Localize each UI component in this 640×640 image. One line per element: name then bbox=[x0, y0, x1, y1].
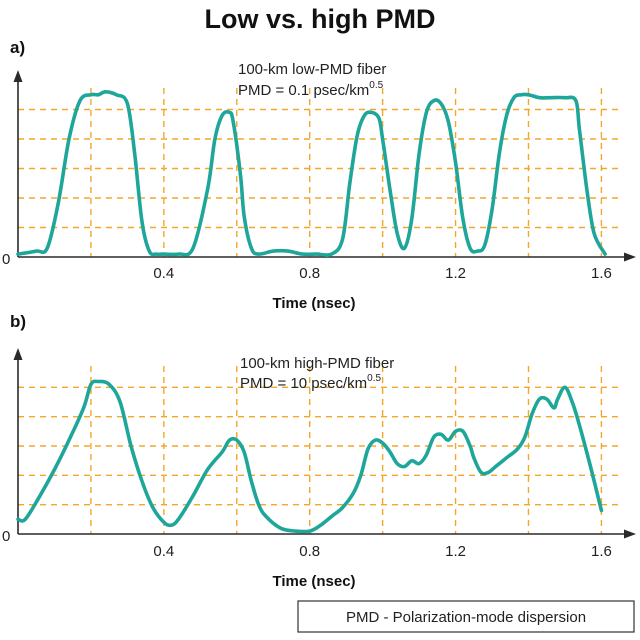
x-tick-label-b: 1.2 bbox=[445, 543, 466, 560]
annotation-main-b: PMD = 10 psec/km bbox=[240, 375, 367, 392]
annotation-line2-a: PMD = 0.1 psec/km0.5 bbox=[238, 80, 384, 99]
chart-panel-b: b) 0 0.4 0.8 1.2 1.6 Time (nsec) 100-km hig… bbox=[2, 312, 636, 590]
grid-a bbox=[18, 88, 620, 257]
figure-title: Low vs. high PMD bbox=[204, 4, 435, 34]
x-axis-arrow-b bbox=[624, 529, 636, 539]
x-tick-label-a: 1.6 bbox=[591, 265, 612, 282]
x-axis-label-b: Time (nsec) bbox=[272, 573, 355, 590]
x-tick-label-b: 0.8 bbox=[299, 543, 320, 560]
series-line-a bbox=[16, 90, 607, 257]
x-axis-arrow-a bbox=[624, 252, 636, 262]
chart-panel-a: a) 0 0.4 0.8 1.2 1.6 Time (nsec) 100-km low… bbox=[2, 38, 636, 312]
x-tick-labels-b: 0.4 0.8 1.2 1.6 bbox=[153, 543, 611, 560]
x-tick-label-a: 0.8 bbox=[299, 265, 320, 282]
annotation-exponent-a: 0.5 bbox=[369, 80, 383, 91]
x-tick-label-b: 0.4 bbox=[153, 543, 174, 560]
x-tick-label-a: 0.4 bbox=[153, 265, 174, 282]
annotation-exponent-b: 0.5 bbox=[367, 373, 381, 384]
grid-b bbox=[18, 366, 620, 534]
x-tick-labels-a: 0.4 0.8 1.2 1.6 bbox=[153, 265, 611, 282]
y-axis-arrow-b bbox=[13, 348, 23, 360]
y-tick-label-0-b: 0 bbox=[2, 528, 10, 545]
annotation-line1-b: 100-km high-PMD fiber bbox=[240, 355, 394, 372]
annotation-main-a: PMD = 0.1 psec/km bbox=[238, 82, 369, 99]
annotation-line1-a: 100-km low-PMD fiber bbox=[238, 61, 386, 78]
panel-label-b: b) bbox=[10, 312, 26, 331]
footnote-text: PMD - Polarization-mode dispersion bbox=[346, 609, 586, 626]
annotation-line2-b: PMD = 10 psec/km0.5 bbox=[240, 373, 381, 392]
x-tick-label-a: 1.2 bbox=[445, 265, 466, 282]
x-axis-label-a: Time (nsec) bbox=[272, 295, 355, 312]
y-axis-arrow-a bbox=[13, 70, 23, 82]
footnote-box bbox=[297, 600, 635, 633]
panel-label-a: a) bbox=[10, 38, 25, 57]
y-tick-label-0-a: 0 bbox=[2, 251, 10, 268]
series-line-b bbox=[16, 379, 604, 534]
x-tick-label-b: 1.6 bbox=[591, 543, 612, 560]
